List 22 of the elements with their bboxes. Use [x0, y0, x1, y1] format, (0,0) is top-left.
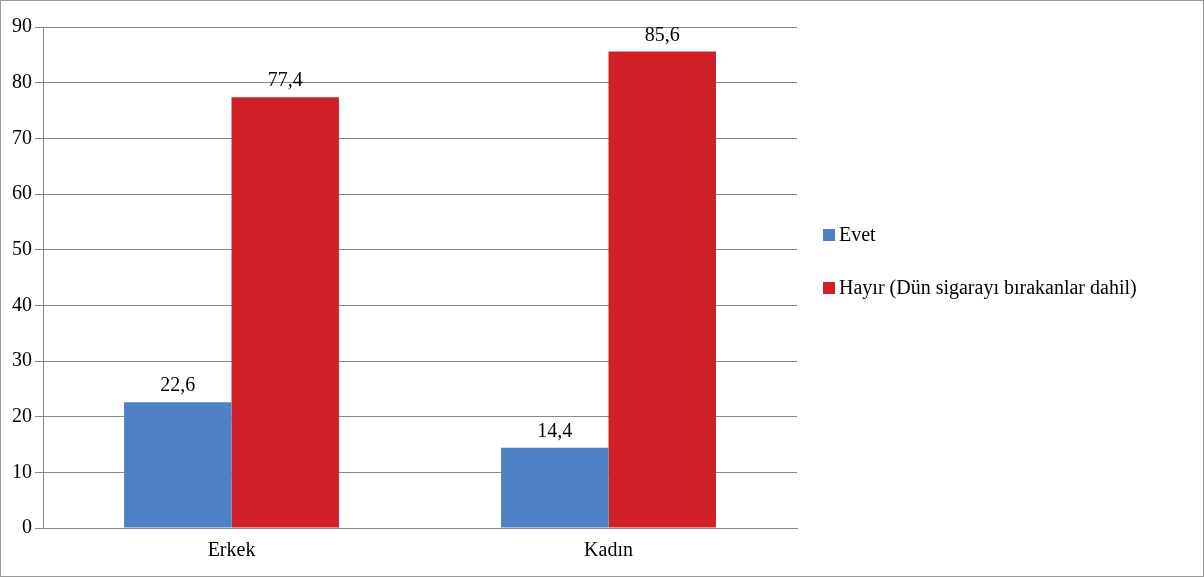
- data-label: 77,4: [267, 68, 303, 91]
- y-tick-label: 80: [12, 69, 32, 92]
- y-tick-label: 20: [12, 403, 32, 426]
- y-tick-label: 50: [12, 236, 32, 259]
- y-tick-label: 0: [22, 515, 32, 538]
- legend-label: Hayır (Dün sigarayı bırakanlar dahil): [839, 276, 1137, 299]
- bar: [124, 402, 232, 528]
- y-tick-label: 60: [12, 181, 32, 204]
- x-tick-label: Kadın: [584, 538, 633, 561]
- data-label: 14,4: [537, 419, 573, 442]
- y-tick-label: 70: [12, 125, 32, 148]
- y-tick-label: 30: [12, 348, 32, 371]
- bar: [608, 51, 716, 528]
- data-label: 85,6: [644, 22, 680, 45]
- x-tick-label: Erkek: [207, 538, 256, 561]
- bar: [231, 97, 339, 528]
- legend-label: Evet: [839, 223, 876, 246]
- data-label: 22,6: [160, 373, 196, 396]
- y-tick-label: 40: [12, 292, 32, 315]
- y-tick-label: 10: [12, 459, 32, 482]
- y-tick-label: 90: [12, 14, 32, 37]
- bar: [501, 447, 609, 528]
